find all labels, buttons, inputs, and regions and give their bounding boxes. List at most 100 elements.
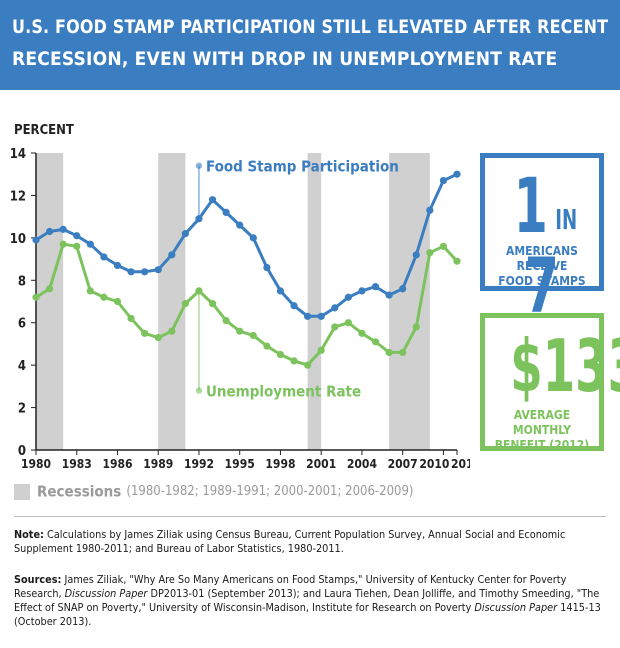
x-tick-label-2007: 2007 [388,457,418,471]
series-0-point-2003 [344,293,352,301]
recession-swatch [14,483,30,500]
x-tick-label-2004: 2004 [347,457,378,471]
series-0-point-1980 [32,236,40,244]
series-1-point-1982 [59,240,67,248]
series-1-point-2010 [439,242,448,250]
stat-word-in: IN [554,203,577,236]
footnote-note: Note: Calculations by James Ziliak using… [14,528,606,556]
recession-band-3 [389,153,430,450]
series-1-point-2002 [331,323,339,331]
series-0-point-1989 [154,266,162,274]
recession-legend: Recessions (1980-1982; 1989-1991; 2000-2… [14,481,413,501]
x-tick-label-1983: 1983 [62,457,92,471]
series-0-point-2010 [439,176,448,185]
series-1-point-2011 [453,257,461,265]
series-0-point-1999 [290,302,298,310]
title-line-1: U.S. FOOD STAMP PARTICIPATION STILL ELEV… [12,16,609,38]
series-1-point-1990 [168,327,176,335]
stat-one-caption-line-1: AMERICANS RECEIVE [506,244,578,273]
sources-discussion-paper-1: Discussion Paper [64,587,148,600]
recession-band-2 [307,153,322,450]
series-0-point-2006 [385,291,393,299]
y-tick-label-8: 8 [18,274,26,289]
x-tick-label-2010: 2010 [419,457,449,471]
sources-discussion-paper-2: Discussion Paper [474,601,558,614]
series-1-point-1984 [86,287,94,295]
stat-benefit-figure: $133 [485,326,620,406]
series-0-point-1994 [222,208,230,216]
series-0-point-2005 [371,283,380,291]
series-0-point-2002 [331,304,339,312]
series-1-point-1995 [236,327,244,335]
series [32,170,461,369]
recession-bands [36,153,430,450]
y-axis-label: PERCENT [14,123,74,138]
y-tick-label-12: 12 [10,189,26,204]
series-0-point-2007 [399,285,407,293]
series-1-point-1986 [113,297,122,306]
series-1-point-2009 [426,249,434,257]
callout-dot-1 [195,387,203,394]
series-label-1: Unemployment Rate [206,383,361,401]
x-tick-label-1986: 1986 [102,457,132,471]
series-0-point-1997 [263,263,271,272]
series-0-point-2004 [358,287,366,295]
sources-text-2: DP2013-01 (September 2013); and Laura Ti… [14,587,600,614]
stat-box-one-in-seven: 1 IN7 AMERICANS RECEIVE FOOD STAMPS [480,153,604,326]
x-tick-label-1980: 1980 [21,457,51,471]
recession-legend-years: (1980-1982; 1989-1991; 2000-2001; 2006-2… [126,484,414,499]
series-1-point-1991 [181,300,189,308]
series-0-point-1995 [236,221,244,229]
series-1-point-2008 [412,323,420,331]
x-tick-label-1995: 1995 [225,457,255,471]
recession-legend-label: Recessions [37,482,122,501]
series-0-point-1998 [276,287,285,295]
divider [14,516,606,517]
series-1-point-1985 [100,293,108,301]
series-0-point-2000 [304,312,312,320]
series-0-point-1982 [59,225,67,233]
stat-one-in-seven-figure: 1 IN7 [485,166,599,326]
series-1-point-2005 [371,338,380,346]
series-callouts: Food Stamp Participation Unemployment Rat… [195,158,399,401]
y-tick-label-14: 14 [10,147,26,162]
recession-band-1 [158,153,186,450]
series-1-point-1987 [127,314,135,323]
series-0-point-1991 [181,230,189,238]
series-1-point-1989 [154,333,162,342]
series-1-point-1983 [73,242,81,250]
y-tick-label-10: 10 [10,232,26,247]
note-label: Note: [14,528,44,541]
stat-one-caption: AMERICANS RECEIVE FOOD STAMPS [485,244,599,289]
y-tick-label-4: 4 [18,359,26,374]
series-1-point-1994 [222,316,230,325]
series-0-point-1983 [73,232,81,240]
title-line-2: RECESSION, EVEN WITH DROP IN UNEMPLOYMEN… [12,48,558,70]
series-0-point-1988 [141,268,149,276]
callout-dot-0 [195,162,203,169]
x-tick-label-1998: 1998 [265,457,295,471]
series-0-point-1985 [100,253,108,261]
series-1-point-1999 [290,357,298,365]
series-0-point-2001 [317,312,325,320]
series-1-point-1997 [263,342,271,350]
series-1-point-2004 [358,329,366,337]
footnote-sources: Sources: James Ziliak, "Why Are So Many … [14,573,606,629]
series-0-point-2009 [426,206,434,214]
series-1-point-2003 [344,319,352,327]
x-tick-label-2011: 2011 [451,457,470,471]
line-chart: PERCENT 0 2 4 6 8 10 12 14 1980 1983 1986 1989 1992 1… [10,123,470,471]
series-0-point-1987 [127,268,135,276]
y-tick-label-0: 0 [18,444,26,459]
axes: PERCENT 0 2 4 6 8 10 12 14 1980 1983 1986 1989 1992 1… [10,123,470,471]
series-0-point-2011 [453,170,461,178]
note-text: Calculations by James Ziliak using Censu… [14,528,566,555]
series-1-point-2007 [399,348,407,357]
sources-text-3: 1415-13 (October 2013). [14,601,601,628]
series-0-point-1984 [86,240,94,248]
stat-box-average-benefit: $133 AVERAGE MONTHLY BENEFIT (2012) [480,313,620,452]
series-0-point-2008 [412,251,420,259]
y-tick-label-2: 2 [18,402,26,417]
series-1-point-1993 [208,300,217,308]
x-tick-label-2001: 2001 [306,457,336,471]
